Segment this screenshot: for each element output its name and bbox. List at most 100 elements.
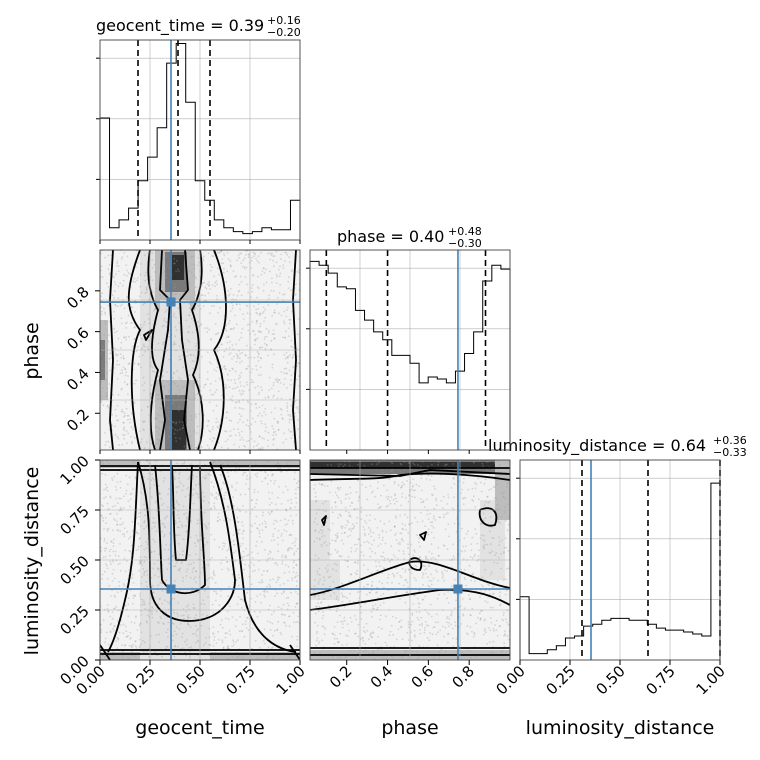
scatter-point [236, 656, 239, 659]
scatter-point [104, 517, 107, 519]
scatter-point [157, 567, 160, 570]
scatter-point [177, 376, 180, 379]
scatter-point [266, 344, 268, 347]
scatter-point [102, 404, 105, 406]
scatter-point [162, 341, 165, 344]
scatter-point [387, 498, 389, 501]
scatter-point [463, 568, 466, 571]
scatter-point [150, 610, 153, 613]
scatter-point [272, 431, 275, 434]
scatter-point [422, 501, 424, 503]
scatter-point [293, 478, 296, 480]
scatter-point [282, 613, 284, 616]
scatter-point [167, 548, 170, 551]
scatter-point [178, 322, 180, 324]
scatter-point [141, 576, 143, 578]
scatter-point [314, 495, 317, 498]
scatter-point [377, 545, 380, 547]
scatter-point [498, 536, 500, 539]
scatter-point [177, 395, 180, 397]
scatter-point [454, 621, 456, 623]
scatter-point [284, 357, 287, 360]
scatter-point [161, 602, 164, 605]
scatter-point [145, 290, 148, 293]
scatter-point [286, 402, 289, 404]
scatter-point [175, 293, 177, 295]
scatter-point [109, 512, 112, 515]
scatter-point [268, 389, 271, 391]
scatter-point [141, 601, 144, 604]
scatter-point [116, 481, 119, 484]
scatter-point [483, 633, 485, 636]
scatter-point [314, 554, 317, 557]
scatter-point [203, 281, 206, 284]
scatter-point [472, 500, 475, 503]
scatter-point [291, 542, 294, 545]
scatter-point [168, 389, 170, 391]
scatter-point [476, 542, 479, 545]
y-tick-label: 0.6 [63, 324, 93, 354]
scatter-point [265, 268, 267, 271]
scatter-point [208, 501, 210, 504]
scatter-point [159, 597, 162, 600]
scatter-point [274, 433, 277, 436]
scatter-point [182, 538, 185, 541]
scatter-point [210, 507, 212, 510]
scatter-point [427, 625, 430, 627]
scatter-point [340, 539, 343, 542]
scatter-point [430, 615, 433, 618]
scatter-point [111, 505, 114, 508]
scatter-point [283, 320, 285, 323]
scatter-point [108, 383, 111, 385]
scatter-point [295, 406, 298, 409]
scatter-point [354, 561, 357, 564]
scatter-point [228, 293, 231, 295]
scatter-point [235, 343, 237, 345]
scatter-point [188, 624, 190, 626]
scatter-point [188, 325, 191, 328]
scatter-point [273, 527, 276, 530]
scatter-point [477, 477, 480, 480]
scatter-point [122, 366, 125, 369]
scatter-point [355, 491, 358, 494]
scatter-point [271, 473, 274, 475]
scatter-point [382, 586, 385, 589]
scatter-point [182, 580, 184, 582]
scatter-point [227, 290, 230, 292]
scatter-point [242, 439, 245, 441]
scatter-point [275, 562, 278, 564]
scatter-point [180, 562, 183, 565]
scatter-point [150, 551, 153, 554]
scatter-point [243, 555, 246, 558]
scatter-point [134, 645, 137, 648]
scatter-point [283, 529, 286, 531]
scatter-point [265, 343, 268, 346]
scatter-point [500, 515, 503, 518]
scatter-point [376, 487, 379, 489]
scatter-point [129, 535, 132, 538]
scatter-point [193, 395, 196, 398]
scatter-point [499, 540, 501, 543]
scatter-point [242, 408, 245, 410]
scatter-point [495, 629, 498, 631]
scatter-point [297, 486, 299, 489]
scatter-point [424, 556, 427, 559]
scatter-point [189, 655, 192, 657]
scatter-point [215, 590, 217, 593]
scatter-point [226, 251, 229, 254]
scatter-point [127, 314, 130, 317]
scatter-point [150, 364, 153, 366]
scatter-point [444, 650, 447, 653]
scatter-point [401, 527, 404, 530]
scatter-point [164, 274, 167, 277]
scatter-point [207, 281, 210, 284]
scatter-point [188, 282, 191, 285]
scatter-point [422, 583, 424, 586]
scatter-point [479, 617, 482, 620]
scatter-point [269, 479, 272, 482]
scatter-point [490, 621, 493, 624]
scatter-point [177, 510, 180, 512]
scatter-point [368, 591, 371, 594]
scatter-point [165, 611, 167, 614]
scatter-point [463, 576, 466, 579]
